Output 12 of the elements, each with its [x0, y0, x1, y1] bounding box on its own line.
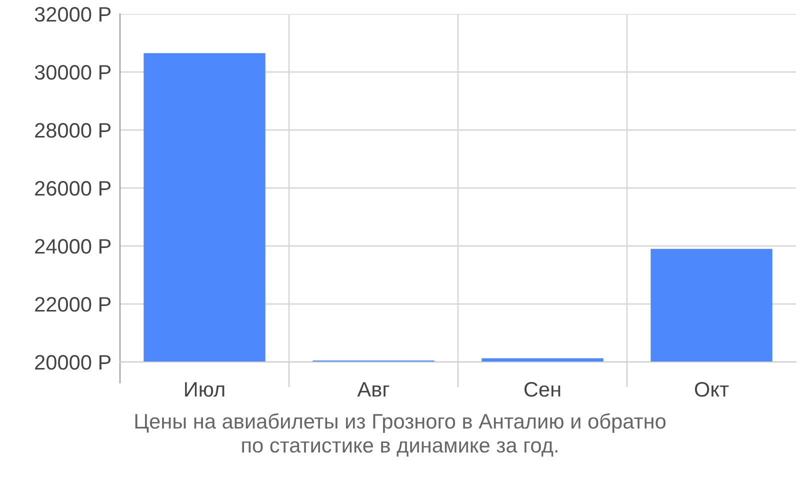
x-tick-label: Сен	[524, 382, 560, 397]
text: Цены на авиабилеты из Грозного в Анталию и обратно по статистике в динамике за год.	[135, 413, 666, 457]
y-tick-label: 28000 Р	[35, 123, 111, 138]
y-tick-label: 24000 Р	[35, 239, 111, 254]
y-tick-label: 32000 Р	[34, 7, 111, 22]
y-tick-label: 20000 Р	[35, 355, 111, 370]
x-tick-label: Июл	[185, 382, 224, 397]
y-tick-label: 22000 Р	[35, 297, 111, 312]
x-tick-label: Авг	[357, 382, 390, 397]
y-tick-label: 26000 Р	[35, 181, 111, 196]
x-tick-label: Окт	[694, 382, 729, 397]
y-tick-label: 30000 Р	[34, 65, 111, 80]
